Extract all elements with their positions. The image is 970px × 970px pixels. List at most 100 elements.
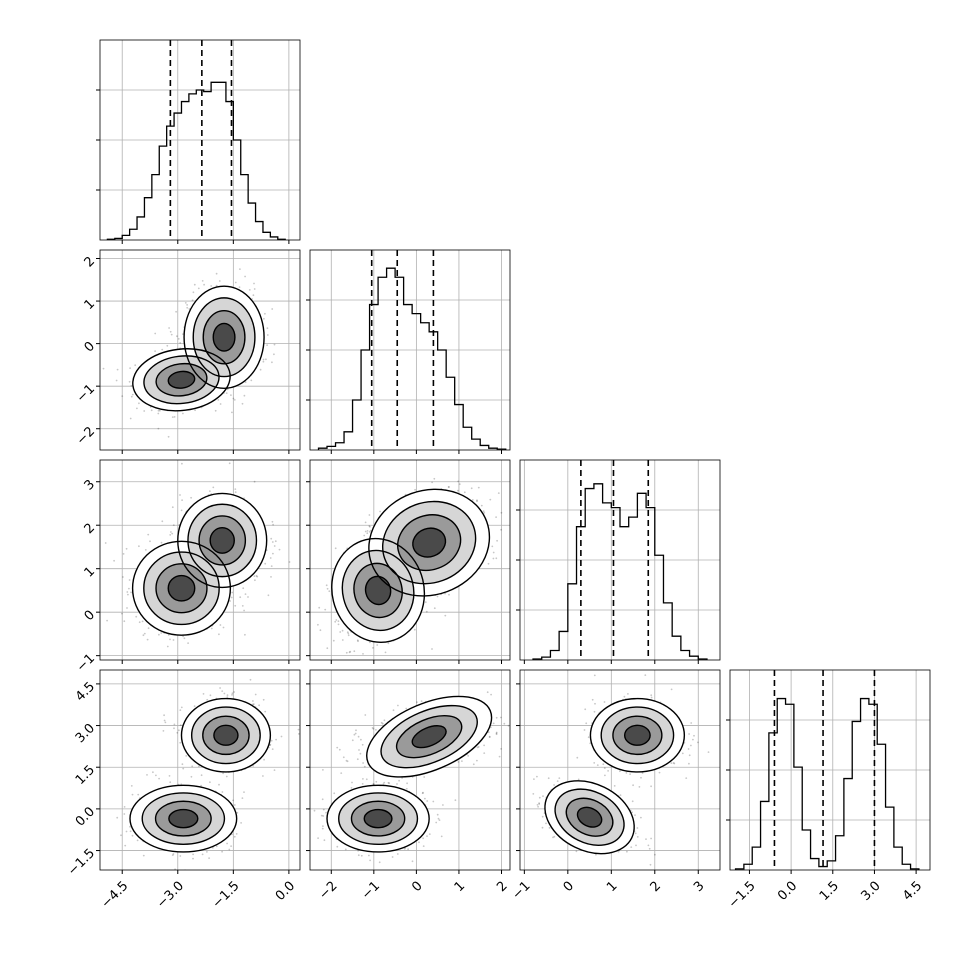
- sample-point: [226, 696, 229, 699]
- sample-point: [267, 594, 270, 597]
- sample-point: [233, 399, 236, 401]
- sample-point: [210, 285, 213, 287]
- sample-point: [130, 785, 133, 787]
- sample-point: [152, 771, 154, 774]
- sample-point: [179, 494, 181, 496]
- pair-2-contour-2-1: [397, 514, 462, 572]
- sample-point: [157, 409, 160, 412]
- sample-point: [193, 705, 196, 707]
- sample-point: [347, 632, 350, 635]
- sample-point: [190, 775, 193, 778]
- sample-point: [262, 698, 265, 701]
- sample-point: [209, 490, 211, 492]
- sample-point: [221, 850, 224, 853]
- sample-point: [203, 283, 206, 286]
- sample-point: [214, 409, 217, 412]
- sample-point: [123, 813, 126, 815]
- sample-point: [121, 612, 123, 615]
- sample-point: [191, 299, 194, 302]
- sample-point: [273, 353, 275, 356]
- sample-point: [252, 703, 255, 705]
- sample-point: [341, 639, 344, 641]
- sample-point: [271, 308, 274, 310]
- sample-point: [241, 797, 244, 799]
- pair-2-contour-1-1: [381, 500, 477, 585]
- sample-point: [215, 284, 218, 287]
- sample-point: [125, 547, 128, 550]
- sample-point: [252, 294, 255, 297]
- sample-point: [347, 634, 350, 637]
- sample-point: [147, 533, 150, 536]
- sample-point: [126, 607, 128, 609]
- sample-point: [288, 561, 291, 563]
- sample-point: [230, 596, 233, 599]
- sample-point: [362, 653, 364, 655]
- sample-point: [126, 591, 129, 593]
- sample-point: [169, 534, 172, 536]
- sample-point: [173, 723, 176, 726]
- sample-point: [168, 327, 171, 329]
- sample-point: [198, 765, 200, 768]
- sample-point: [171, 532, 174, 535]
- sample-point: [166, 344, 169, 347]
- sample-point: [230, 845, 233, 847]
- sample-point: [146, 638, 149, 641]
- pair-2-density-3-0: [365, 576, 391, 605]
- sample-point: [131, 793, 134, 796]
- sample-point: [208, 857, 211, 859]
- sample-point: [137, 793, 140, 796]
- sample-point: [215, 272, 218, 275]
- sample-point: [233, 804, 236, 806]
- sample-point: [157, 427, 160, 430]
- sample-point: [262, 775, 264, 777]
- sample-point: [136, 839, 139, 842]
- pair-2-contour-3-0: [364, 575, 392, 606]
- sample-point: [219, 687, 222, 689]
- hist-0-frame: [99, 39, 301, 241]
- sample-point: [122, 576, 124, 578]
- sample-point: [489, 498, 492, 501]
- sample-point: [158, 633, 160, 636]
- sample-point: [436, 595, 439, 598]
- sample-point: [345, 651, 348, 654]
- sample-point: [271, 361, 273, 364]
- sample-point: [169, 330, 172, 333]
- sample-point: [334, 620, 337, 623]
- sample-point: [447, 486, 450, 488]
- sample-point: [492, 551, 495, 554]
- sample-point: [176, 731, 179, 734]
- sample-point: [155, 774, 157, 777]
- sample-point: [271, 520, 274, 523]
- sample-point: [210, 627, 213, 630]
- sample-point: [231, 692, 234, 695]
- sample-point: [270, 537, 273, 540]
- sample-point: [476, 500, 478, 503]
- sample-point: [180, 706, 183, 709]
- sample-point: [181, 462, 183, 465]
- sample-point: [244, 275, 247, 278]
- sample-point: [182, 333, 184, 335]
- sample-point: [129, 367, 132, 369]
- sample-point: [212, 486, 215, 489]
- sample-point: [169, 638, 171, 641]
- sample-point: [266, 334, 269, 336]
- pair-0-density-3-0: [168, 371, 195, 389]
- sample-point: [318, 606, 321, 609]
- sample-point: [250, 379, 253, 382]
- sample-point: [170, 333, 173, 336]
- pair-3-content: [100, 670, 300, 870]
- pair-panel-1-2: [309, 459, 511, 661]
- sample-point: [269, 557, 272, 559]
- pair-panel-0-1: [99, 249, 301, 451]
- sample-point: [353, 650, 356, 653]
- sample-point: [272, 552, 274, 555]
- sample-point: [232, 397, 235, 400]
- sample-point: [186, 306, 189, 309]
- sample-point: [130, 395, 133, 398]
- sample-point: [104, 542, 107, 544]
- pair-1-contour-0-1: [177, 492, 268, 589]
- sample-point: [482, 510, 485, 513]
- sample-point: [142, 854, 145, 857]
- sample-point: [127, 593, 129, 596]
- sample-point: [500, 528, 502, 531]
